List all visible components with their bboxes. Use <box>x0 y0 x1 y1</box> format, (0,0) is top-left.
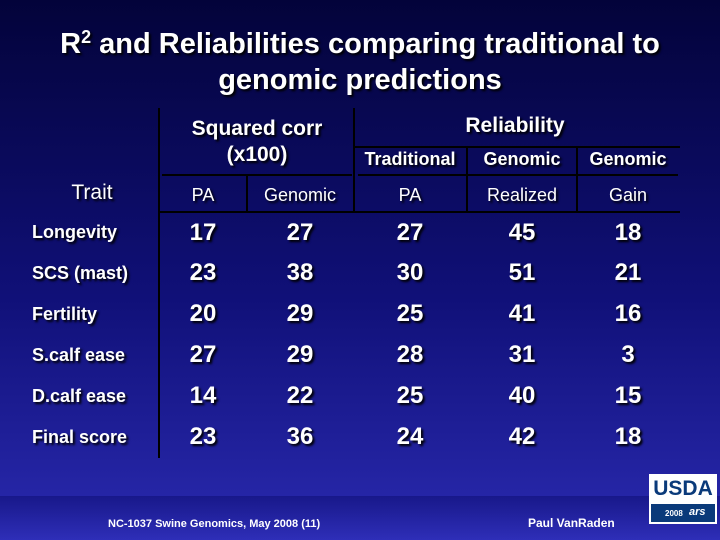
cell-pa: 14 <box>189 382 217 409</box>
header-squared-corr-line1: Squared corr <box>191 117 323 140</box>
cell-pa: 20 <box>189 300 217 327</box>
underline-reliability <box>355 146 680 148</box>
cell-genomic: 29 <box>286 341 314 368</box>
cell-gain: 18 <box>614 423 642 450</box>
title-prefix: R <box>60 28 82 60</box>
cell-genomic: 29 <box>286 300 314 327</box>
cell-gain: 3 <box>621 341 635 368</box>
column-header-trait: Trait <box>71 181 113 204</box>
cell-realized: 42 <box>508 423 536 450</box>
title-line-2: genomic predictions <box>218 64 502 96</box>
cell-reliability-pa: 27 <box>396 219 424 246</box>
usda-logo-stripe <box>651 504 715 522</box>
header-genomic-gain: Genomic <box>589 149 667 169</box>
title-line1-rest: and Reliabilities comparing traditional … <box>91 28 660 60</box>
ars-logo-text: ars <box>689 506 706 518</box>
vertical-divider-trait <box>158 108 160 458</box>
header-squared-corr: Squared corr (x100) <box>162 116 352 168</box>
row-trait-label: D.calf ease <box>32 386 127 406</box>
column-header-reliability-pa: PA <box>398 185 422 205</box>
footer-presentation-info: NC-1037 Swine Genomics, May 2008 (11) <box>108 518 321 530</box>
cell-genomic: 36 <box>286 423 314 450</box>
header-bottom-rule <box>160 211 680 213</box>
usda-logo-text: USDA <box>651 476 715 502</box>
row-trait-label: SCS (mast) <box>32 263 129 283</box>
header-reliability: Reliability <box>465 114 565 137</box>
cell-gain: 15 <box>614 382 642 409</box>
header-traditional: Traditional <box>364 149 456 169</box>
cell-reliability-pa: 24 <box>396 423 424 450</box>
cell-genomic: 38 <box>286 259 314 286</box>
column-header-realized: Realized <box>486 185 558 205</box>
column-header-genomic: Genomic <box>263 185 337 205</box>
column-header-gain: Gain <box>608 185 648 205</box>
header-genomic-realized: Genomic <box>483 149 561 169</box>
usda-logo: USDA 2008 ars <box>649 474 717 524</box>
cell-genomic: 27 <box>286 219 314 246</box>
cell-reliability-pa: 30 <box>396 259 424 286</box>
cell-realized: 51 <box>508 259 536 286</box>
row-trait-label: Longevity <box>32 222 118 242</box>
cell-pa: 23 <box>189 259 217 286</box>
cell-gain: 21 <box>614 259 642 286</box>
cell-reliability-pa: 25 <box>396 382 424 409</box>
cell-reliability-pa: 28 <box>396 341 424 368</box>
cell-gain: 18 <box>614 219 642 246</box>
vertical-divider-pa <box>246 176 248 212</box>
row-trait-label: Final score <box>32 427 128 447</box>
cell-realized: 40 <box>508 382 536 409</box>
logo-year: 2008 <box>665 509 683 518</box>
row-trait-label: S.calf ease <box>32 345 126 365</box>
vertical-divider-realized <box>576 148 578 212</box>
row-trait-label: Fertility <box>32 304 98 324</box>
cell-realized: 31 <box>508 341 536 368</box>
cell-realized: 45 <box>508 219 536 246</box>
title-line-1: R2 and Reliabilities comparing tradition… <box>0 26 720 62</box>
footer-bar <box>0 496 720 540</box>
vertical-divider-traditional <box>466 148 468 212</box>
underline-squared-corr <box>162 174 352 176</box>
cell-genomic: 22 <box>286 382 314 409</box>
cell-reliability-pa: 25 <box>396 300 424 327</box>
underline-subheaders <box>358 174 678 176</box>
cell-realized: 41 <box>508 300 536 327</box>
footer-author: Paul VanRaden <box>528 516 615 530</box>
header-squared-corr-line2: (x100) <box>226 143 288 166</box>
title-superscript: 2 <box>81 27 92 47</box>
vertical-divider-squared-corr <box>353 108 355 212</box>
column-header-pa: PA <box>191 185 215 205</box>
slide-title: R2 and Reliabilities comparing tradition… <box>0 26 720 98</box>
cell-pa: 23 <box>189 423 217 450</box>
cell-pa: 27 <box>189 341 217 368</box>
cell-pa: 17 <box>189 219 217 246</box>
cell-gain: 16 <box>614 300 642 327</box>
